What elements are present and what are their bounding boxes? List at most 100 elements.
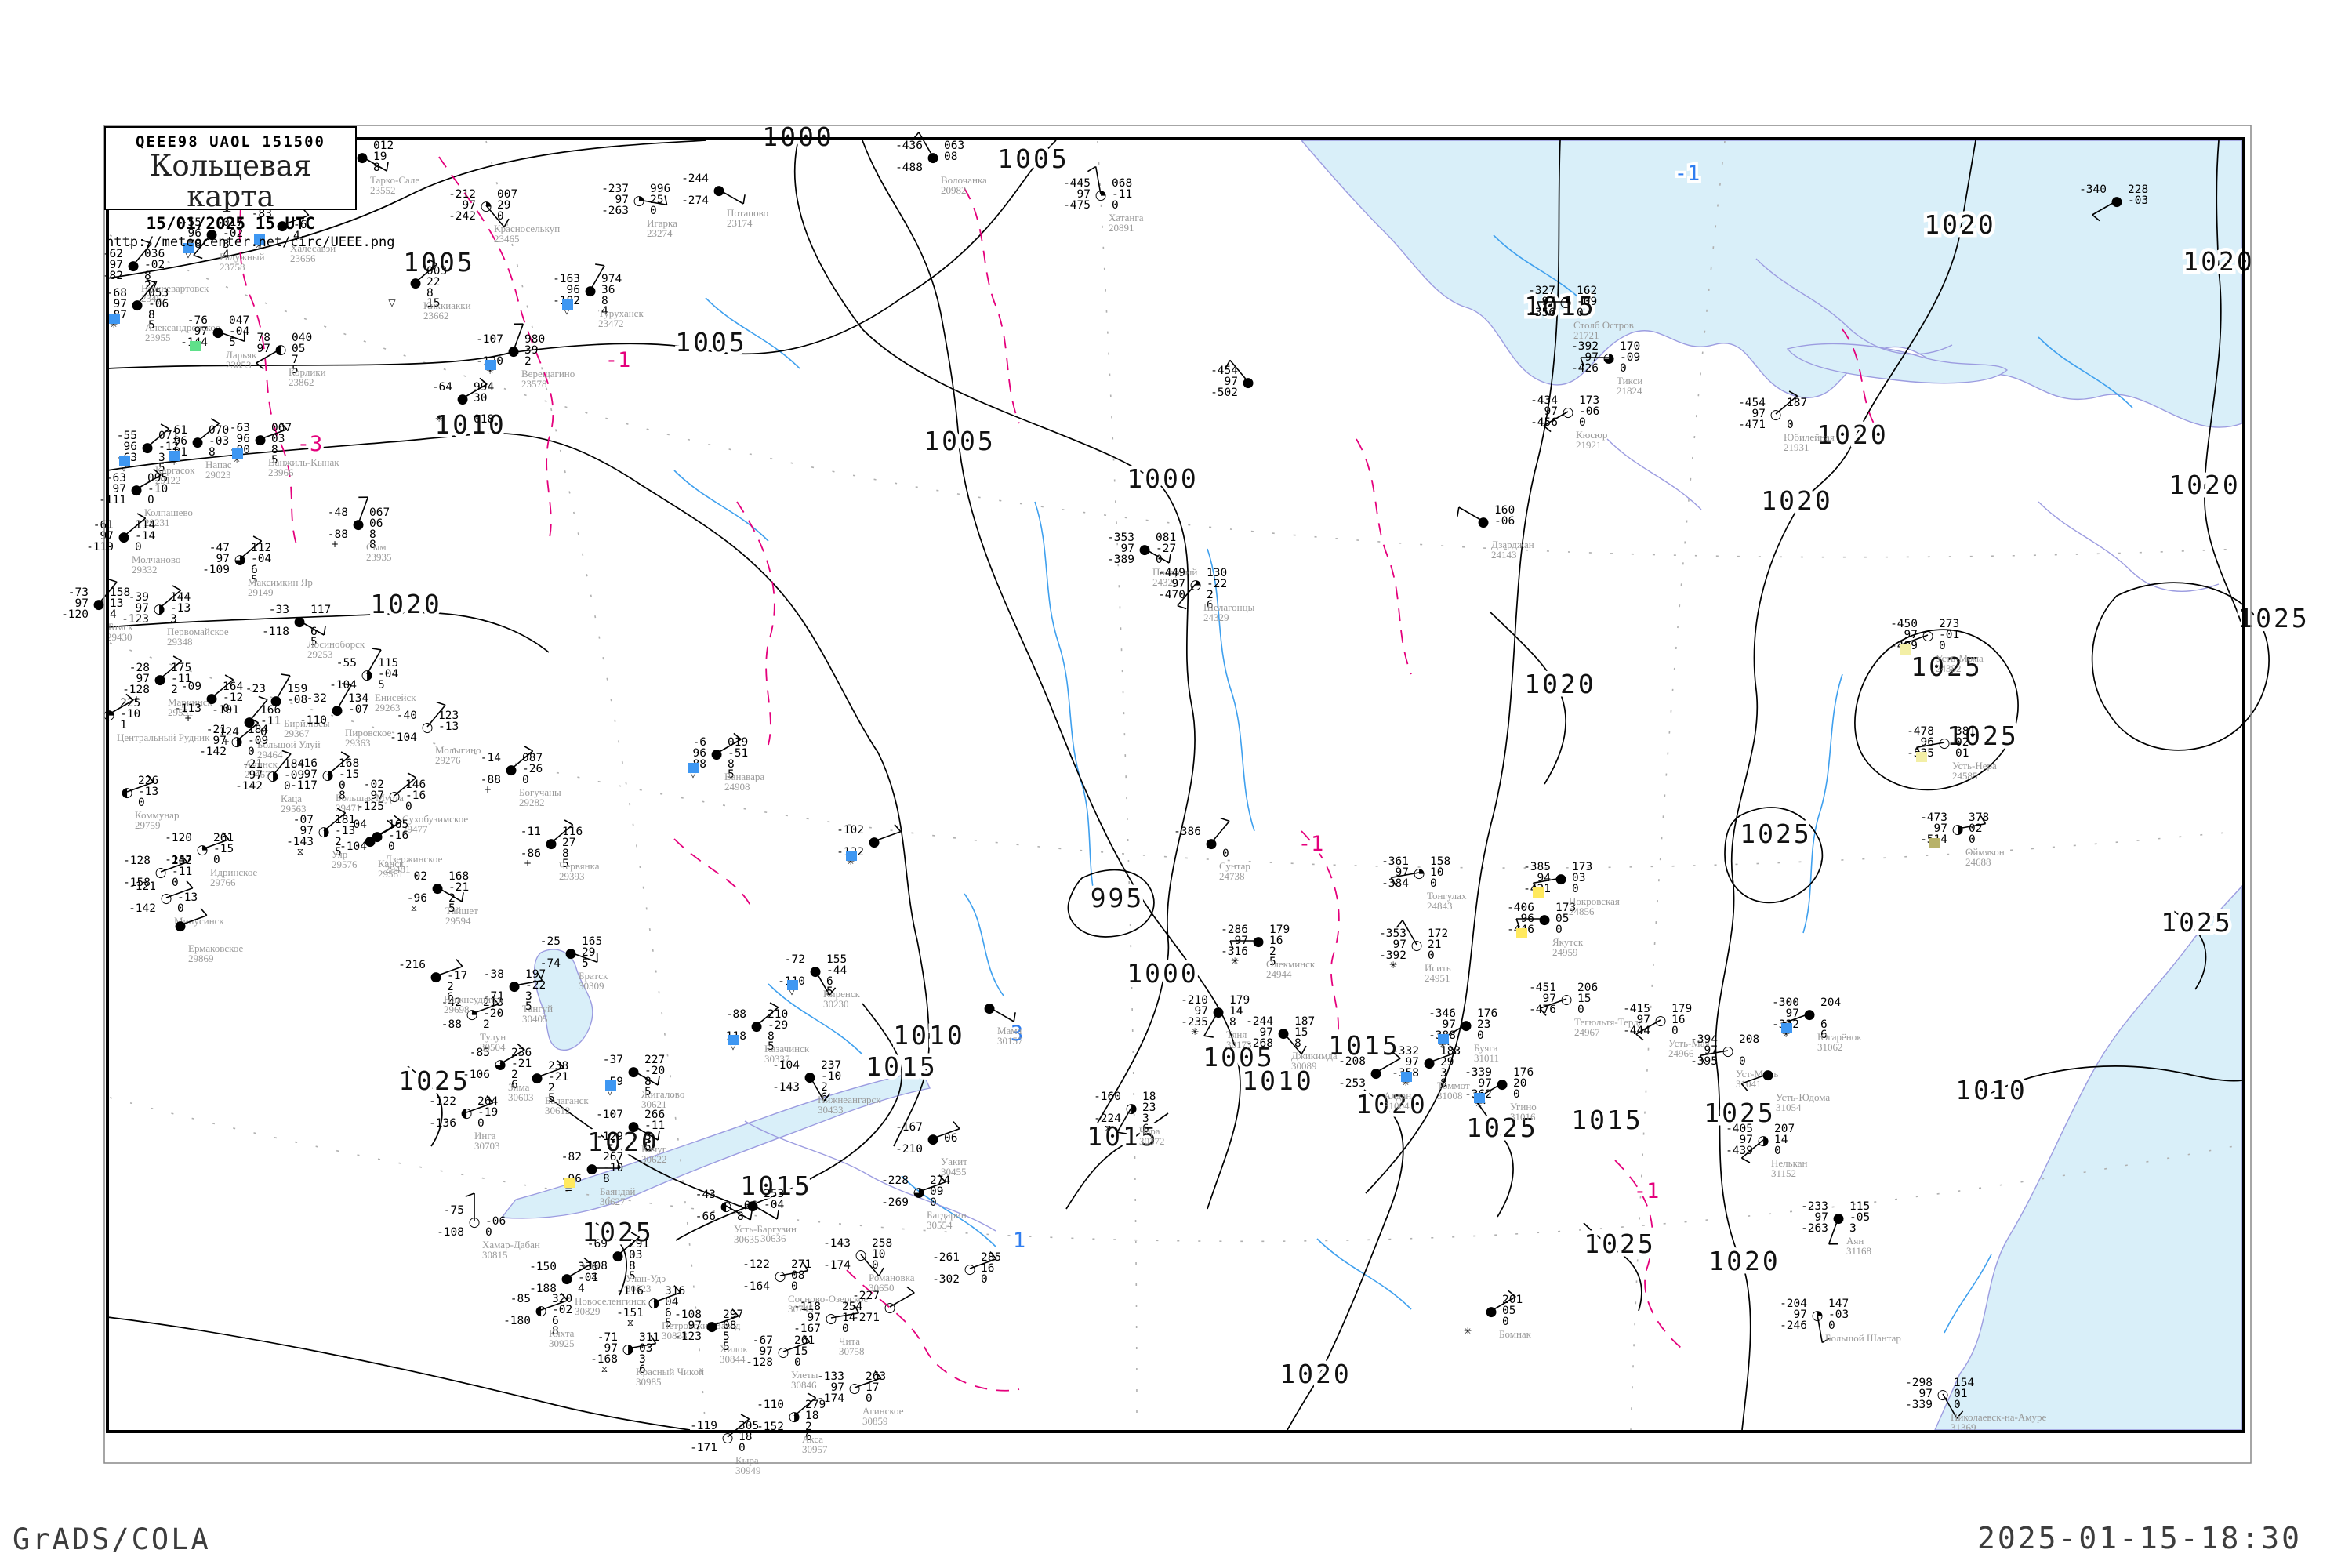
wind-barb-tick — [479, 377, 488, 385]
wind-barb-tick — [200, 908, 208, 916]
weather-symbol: + — [184, 713, 192, 724]
pressure-tendency: -02 — [223, 227, 243, 240]
dewpoint: -136 — [429, 1117, 456, 1130]
temperature: -208 — [1338, 1055, 1366, 1068]
humidity: 96 — [693, 747, 706, 760]
humidity: 96 — [1921, 736, 1934, 749]
humidity: 97 — [1077, 188, 1091, 201]
wind-barb — [197, 423, 220, 442]
extra-1: 0 — [260, 726, 267, 739]
station-name: Колпашево — [144, 506, 193, 518]
pressure-tendency: 36 — [601, 284, 615, 296]
pressure-tendency: -21 — [548, 1071, 568, 1083]
extra-1: 0 — [1572, 883, 1579, 895]
pressure: 225 — [120, 697, 140, 710]
wind-barb — [462, 383, 488, 399]
isobar-label-1010: 1010 — [1955, 1075, 2027, 1105]
lake-taimyr — [1786, 343, 2009, 384]
wind-barb-tick — [258, 695, 268, 701]
lake-baikal — [500, 1070, 931, 1219]
wind-barb-tick — [180, 855, 188, 863]
pressure: 070 — [209, 424, 229, 437]
pressure: 036 — [144, 248, 165, 260]
map-datetime: 15/01/2025 15 UTC — [146, 213, 315, 233]
temperature: -101 — [212, 704, 239, 717]
pressure: 208 — [1739, 1033, 1759, 1046]
wind-barb-tick — [1537, 301, 1542, 311]
wind-barb — [1533, 877, 1562, 884]
station-index: 29231 — [144, 517, 170, 528]
station-index: 30844 — [720, 1353, 746, 1365]
temperature: -55 — [117, 430, 137, 442]
pressure: 115 — [378, 657, 398, 670]
extra-2: 5 — [448, 902, 456, 915]
station-index: 23853 — [226, 359, 252, 371]
wind-barb-tick — [1821, 1337, 1831, 1344]
wind-barb — [123, 517, 147, 537]
wind-barb-tick — [160, 423, 169, 430]
wind-barb — [1458, 506, 1484, 522]
station-index: 29698 — [444, 1004, 470, 1015]
pressure-tendency: 10 — [872, 1248, 885, 1261]
station-name: Радужный — [220, 251, 265, 263]
dewpoint: -124 — [212, 726, 239, 739]
temperature: -21 — [242, 758, 263, 771]
pressure: 112 — [251, 542, 271, 554]
station-name: Джикимда — [1291, 1050, 1338, 1062]
station-index: 29149 — [248, 586, 274, 598]
cloud-cover-icon: ● — [270, 693, 282, 709]
wind-barb-tick — [323, 626, 326, 636]
weather-symbol: ⧖ — [1105, 1123, 1111, 1134]
station-index: 24944 — [1266, 968, 1292, 980]
station-name: Нижнеангарск — [818, 1094, 881, 1105]
station-name: Киккиакки — [423, 299, 471, 311]
pressure-tendency: -10 — [821, 1070, 841, 1083]
temperature: -244 — [1246, 1015, 1273, 1028]
temperature: -37 — [603, 1054, 623, 1066]
cloud-cover-icon: ● — [565, 946, 577, 961]
wind-barb-tick — [492, 996, 499, 1005]
station-name: Олекминск — [1266, 958, 1316, 970]
wind-barb-tick — [147, 775, 154, 783]
pressure-tendency: -16 — [405, 789, 426, 802]
cloud-cover-icon: ◐ — [275, 342, 287, 358]
dewpoint: -242 — [448, 210, 476, 223]
extra-1: 0 — [1513, 1088, 1520, 1101]
station-index: 30603 — [508, 1091, 534, 1103]
extra-1: 5 — [378, 679, 385, 691]
pressure: 175 — [171, 662, 191, 674]
extra-1: 0 — [1428, 949, 1435, 962]
station-index: 29367 — [284, 728, 310, 739]
weather-symbol: ▽ — [120, 462, 128, 473]
dewpoint: -106 — [463, 1069, 490, 1081]
pressure: 261 — [213, 832, 234, 844]
pressure: 271 — [791, 1258, 811, 1271]
isobar-label-1005: 1005 — [675, 327, 746, 358]
station-index: 30405 — [522, 1013, 548, 1025]
pressure-tendency: 02 — [1969, 822, 1982, 835]
humidity: 97 — [1752, 408, 1766, 420]
extra-2: 5 — [728, 768, 735, 781]
station-name: Большая Мурта — [336, 792, 404, 804]
tendency-label: -1 — [1298, 832, 1324, 856]
pressure: 236 — [511, 1047, 532, 1059]
pressure: 164 — [223, 681, 243, 693]
wind-barb-tick — [342, 683, 352, 686]
pressure-tendency: 13 — [110, 597, 123, 610]
wind-barb — [275, 675, 291, 701]
extra-1: 0 — [1939, 640, 1946, 652]
wind-barb-tick — [1580, 357, 1585, 367]
station-index: 23955 — [145, 332, 171, 343]
cloud-cover-icon: ○ — [964, 1261, 976, 1277]
dewpoint: -113 — [174, 702, 201, 715]
pressure: 994 — [474, 381, 494, 394]
